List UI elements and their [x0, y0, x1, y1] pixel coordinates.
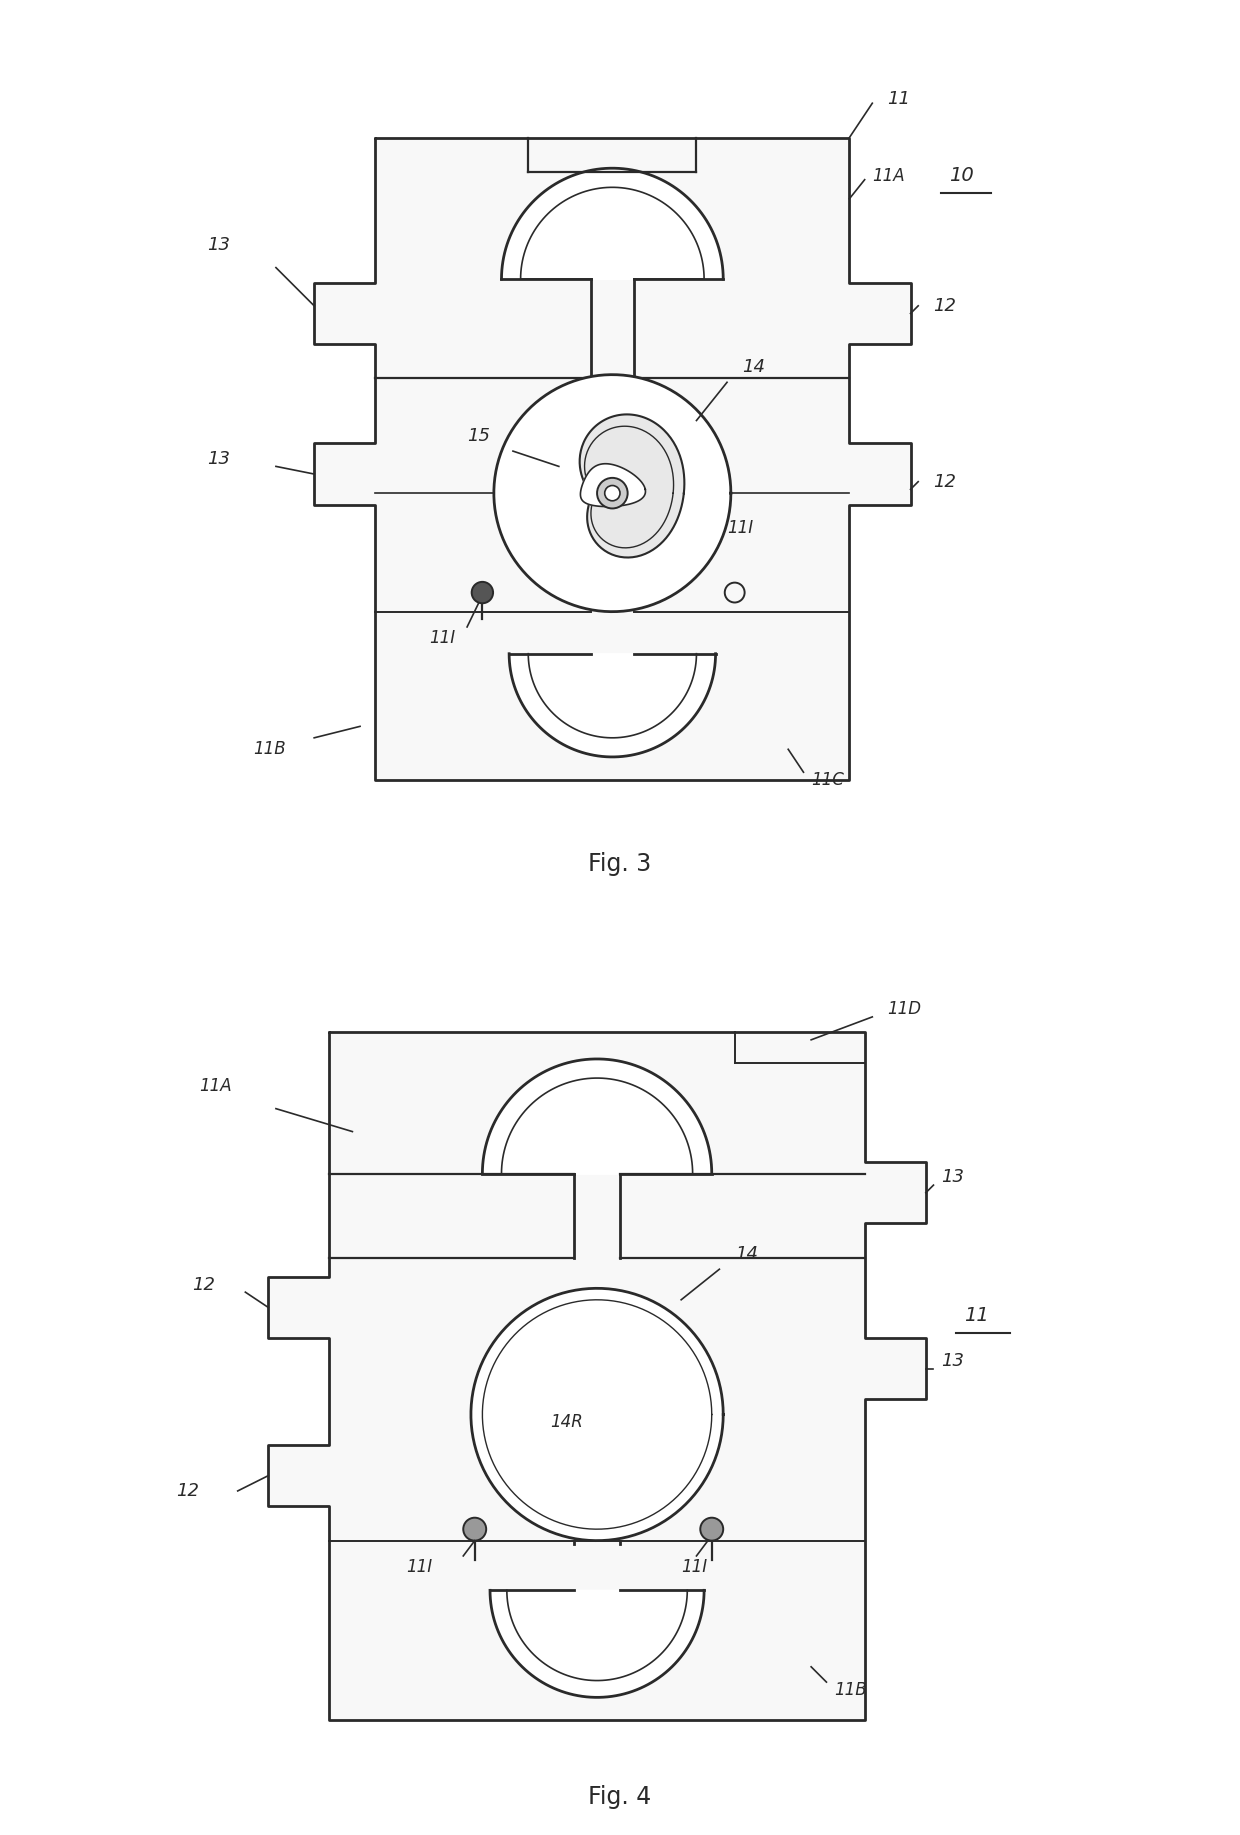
Text: 13: 13 — [941, 1352, 965, 1371]
Text: 11B: 11B — [253, 740, 285, 758]
Text: 11C: 11C — [811, 771, 844, 789]
Text: 13: 13 — [207, 450, 231, 468]
Polygon shape — [471, 1288, 723, 1541]
Text: 11I: 11I — [429, 629, 455, 648]
Text: Fig. 3: Fig. 3 — [588, 851, 652, 875]
Polygon shape — [490, 1591, 704, 1697]
Polygon shape — [579, 415, 684, 558]
Polygon shape — [510, 653, 715, 756]
Polygon shape — [580, 464, 646, 506]
Polygon shape — [501, 169, 723, 279]
Text: 14R: 14R — [551, 1413, 583, 1431]
Text: 11A: 11A — [872, 167, 905, 185]
Text: 12: 12 — [934, 297, 956, 316]
Circle shape — [701, 1518, 723, 1541]
Circle shape — [464, 1518, 486, 1541]
Text: 11I: 11I — [405, 1558, 432, 1576]
Polygon shape — [268, 1031, 926, 1721]
Text: 14: 14 — [743, 358, 765, 376]
Text: 10: 10 — [949, 167, 973, 185]
Circle shape — [471, 582, 494, 604]
Text: 11: 11 — [963, 1305, 988, 1325]
Polygon shape — [314, 138, 910, 780]
Text: 14: 14 — [734, 1244, 758, 1262]
Polygon shape — [494, 374, 730, 611]
Circle shape — [598, 477, 627, 508]
Text: Fig. 4: Fig. 4 — [588, 1785, 652, 1809]
Text: 11I: 11I — [681, 1558, 707, 1576]
Text: 11A: 11A — [200, 1077, 232, 1095]
Text: 12: 12 — [934, 473, 956, 490]
Text: 11D: 11D — [888, 1000, 921, 1018]
Text: 12: 12 — [192, 1275, 215, 1294]
Text: 11I: 11I — [727, 519, 753, 536]
Text: 11B: 11B — [835, 1681, 867, 1699]
Text: 15: 15 — [467, 428, 490, 444]
Polygon shape — [482, 1059, 712, 1174]
Circle shape — [605, 486, 620, 501]
Text: 13: 13 — [941, 1169, 965, 1187]
Text: 13: 13 — [207, 235, 231, 253]
Text: 11: 11 — [888, 90, 910, 108]
Text: 12: 12 — [176, 1483, 200, 1499]
